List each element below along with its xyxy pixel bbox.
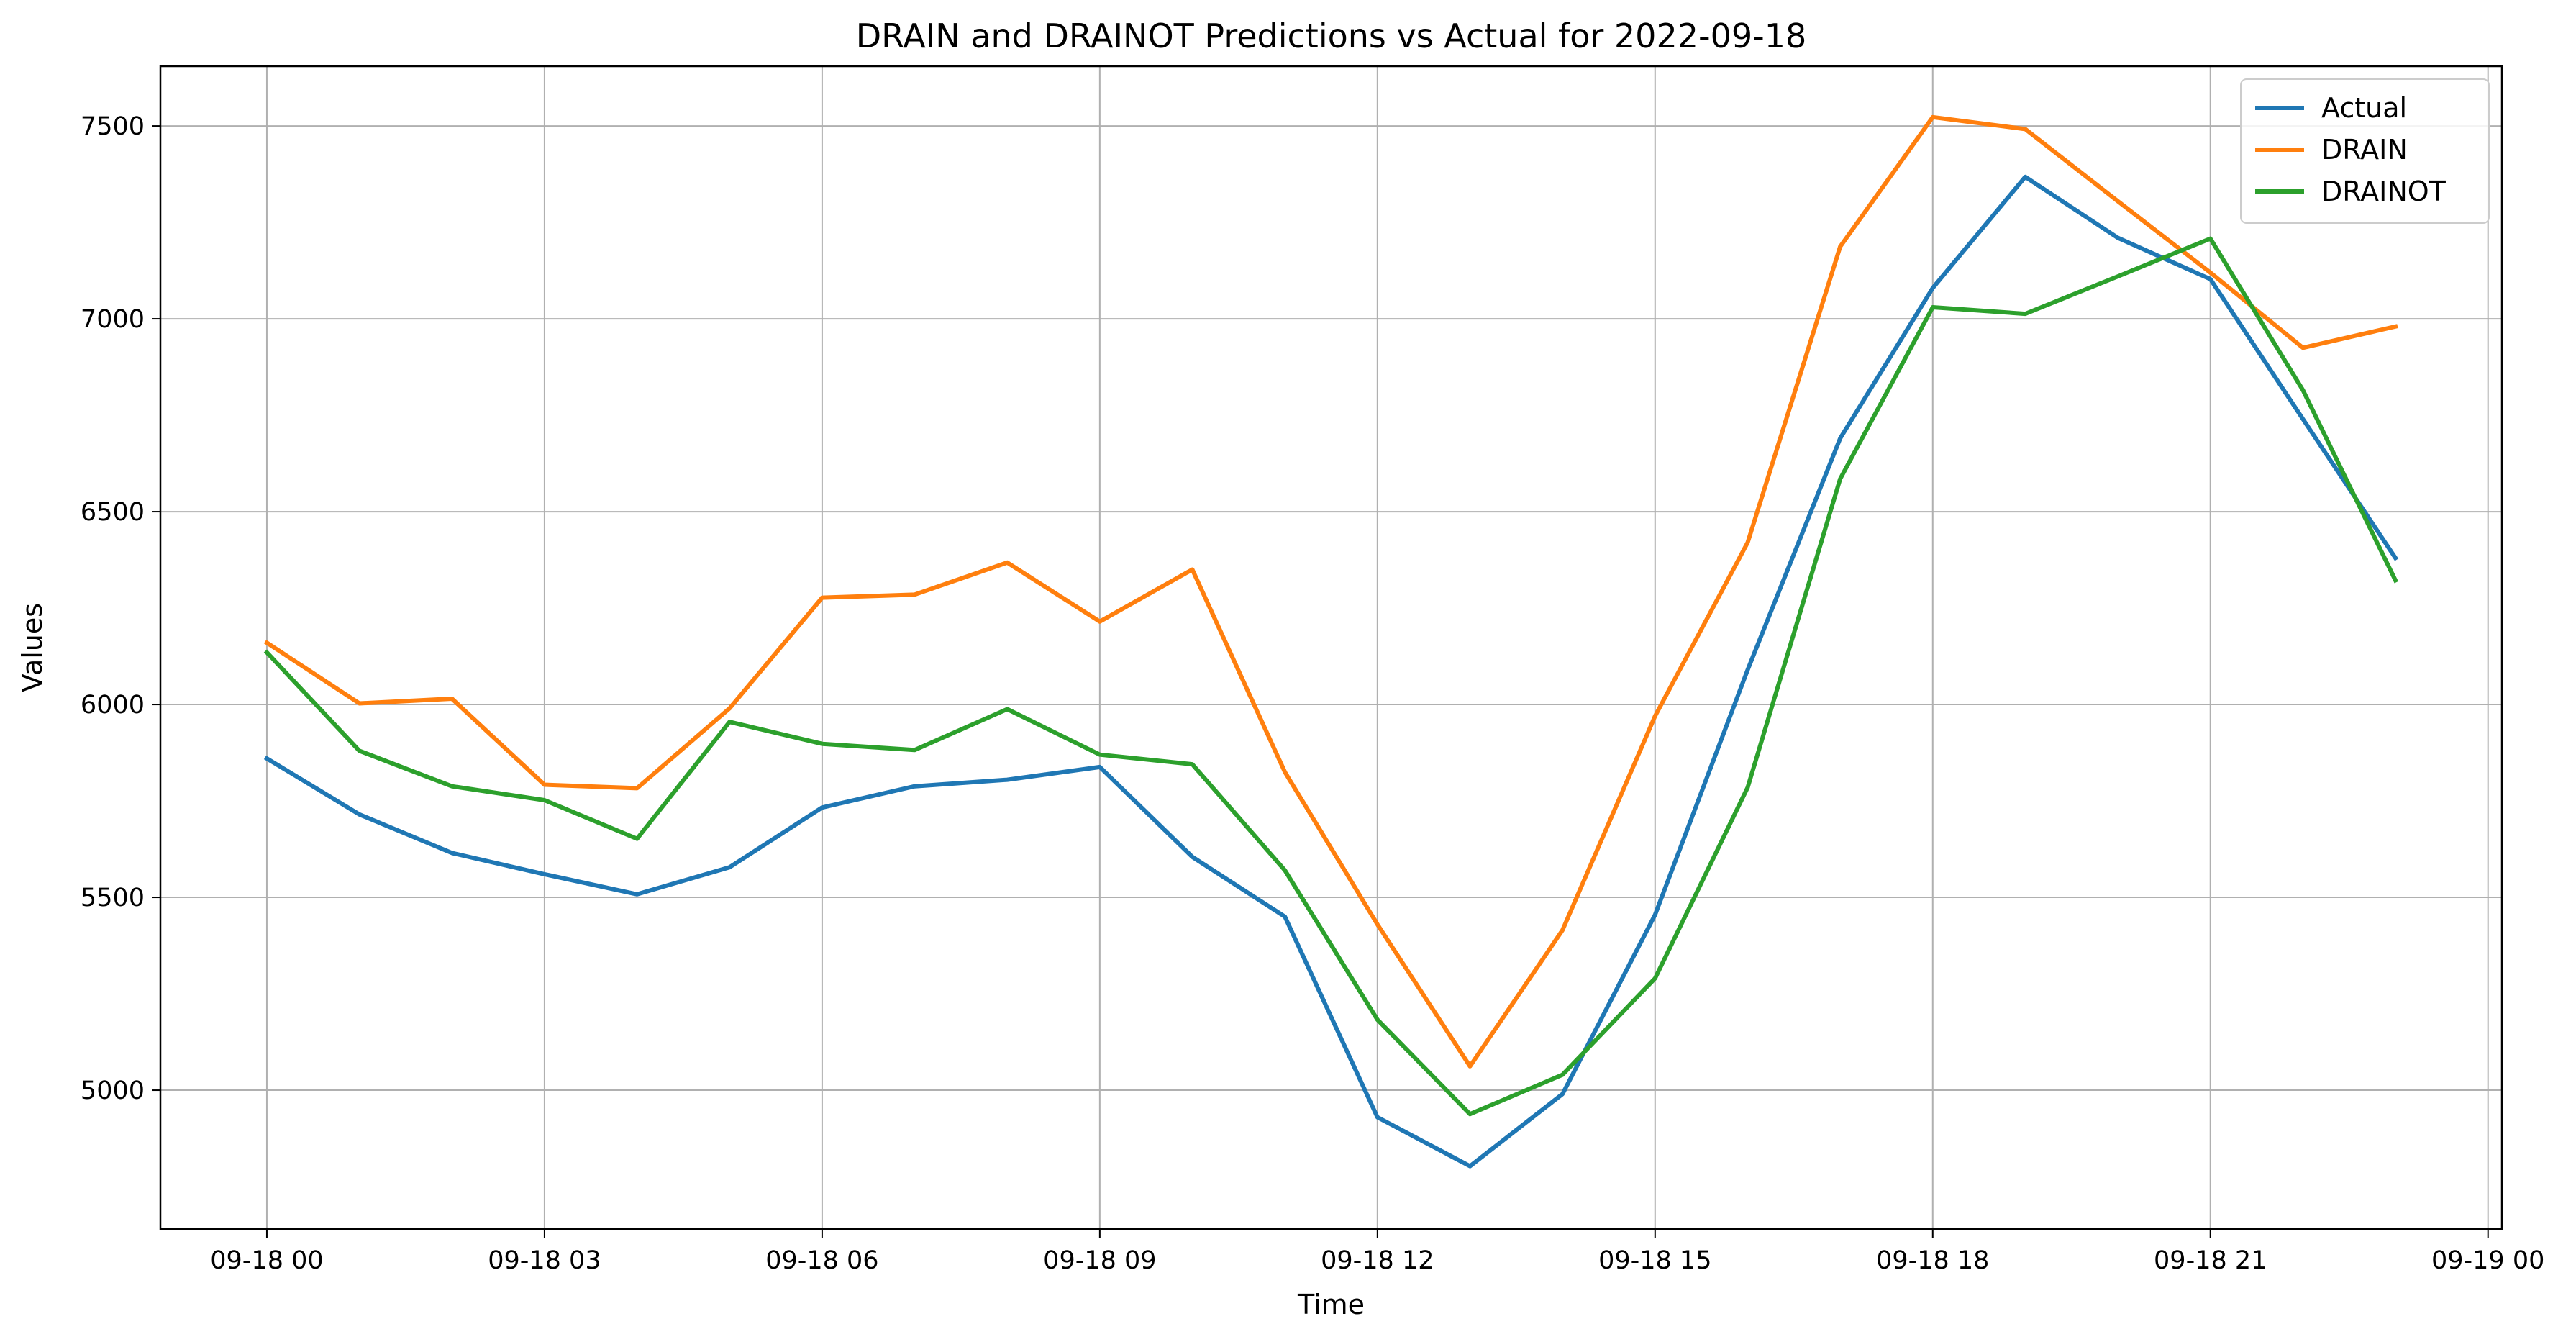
- series-line-actual: [263, 174, 2399, 1169]
- series-layer: [263, 114, 2399, 1169]
- chart-title: DRAIN and DRAINOT Predictions vs Actual …: [856, 17, 1807, 55]
- x-tick-label: 09-18 21: [2154, 1246, 2267, 1275]
- y-tick-label: 6000: [81, 691, 145, 720]
- legend-label-actual: Actual: [2321, 92, 2407, 124]
- y-axis-label: Values: [17, 603, 48, 692]
- x-tick-label: 09-18 03: [488, 1246, 601, 1275]
- y-tick-label: 6500: [81, 498, 145, 527]
- series-line-drain: [263, 114, 2398, 1069]
- x-axis-label: Time: [1297, 1289, 1365, 1320]
- x-tick-label: 09-18 18: [1876, 1246, 1989, 1275]
- y-tick-label: 5500: [81, 884, 145, 912]
- x-tick-label: 09-18 00: [210, 1246, 323, 1275]
- x-tick-label: 09-19 00: [2431, 1246, 2544, 1275]
- x-tick-label: 09-18 12: [1321, 1246, 1434, 1275]
- y-tick-label: 5000: [81, 1076, 145, 1105]
- y-axis: 5000 5500 6000 6500 7000 7500: [81, 112, 160, 1105]
- legend-label-drain: DRAIN: [2321, 134, 2408, 166]
- x-tick-label: 09-18 06: [765, 1246, 878, 1275]
- grid: [160, 66, 2502, 1229]
- x-tick-label: 09-18 09: [1043, 1246, 1156, 1275]
- legend: Actual DRAIN DRAINOT: [2240, 78, 2490, 224]
- series-line-drainot: [263, 236, 2399, 1117]
- legend-label-drainot: DRAINOT: [2321, 176, 2447, 207]
- legend-box: [2240, 78, 2490, 224]
- plot-frame: [159, 65, 2503, 1230]
- x-axis: 09-18 00 09-18 03 09-18 06 09-18 09 09-18 12…: [210, 1229, 2544, 1275]
- y-tick-label: 7000: [81, 305, 145, 334]
- x-tick-label: 09-18 15: [1598, 1246, 1711, 1275]
- y-tick-label: 7500: [81, 112, 145, 141]
